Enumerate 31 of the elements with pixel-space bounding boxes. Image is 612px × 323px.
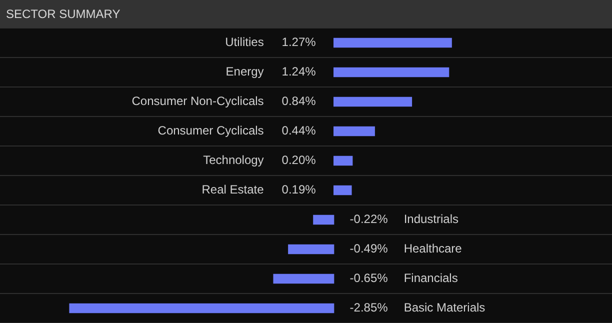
y-tick-label: Technology: [203, 153, 264, 168]
y-tick-label: Energy: [226, 64, 264, 79]
bar: [333, 38, 452, 48]
chart-title: SECTOR SUMMARY: [0, 0, 612, 28]
bar: [333, 126, 375, 136]
y-tick-label: Utilities: [225, 35, 264, 50]
bar: [313, 214, 334, 225]
y-tick-label: Consumer Cyclicals: [158, 124, 264, 138]
bar: [333, 185, 352, 196]
y-tick-label: Consumer Non-Cyclicals: [132, 94, 264, 108]
y-tick-label: Industrials: [404, 212, 459, 226]
data-label: -0.65%: [350, 271, 388, 286]
y-tick-label: Healthcare: [404, 242, 462, 256]
data-label: 1.27%: [282, 35, 316, 50]
bar: [69, 303, 334, 314]
y-tick-label: Basic Materials: [404, 300, 486, 315]
bar: [288, 244, 334, 254]
y-tick-label: Financials: [404, 271, 458, 286]
data-label: -0.22%: [350, 212, 388, 226]
bar: [333, 156, 353, 166]
bar: [273, 274, 334, 284]
data-label: -2.85%: [350, 300, 388, 315]
y-tick-label: Real Estate: [202, 182, 264, 197]
bar: [333, 96, 412, 107]
data-label: 1.24%: [282, 64, 316, 79]
data-label: -0.49%: [350, 242, 388, 256]
data-label: 0.19%: [282, 182, 316, 197]
data-label: 0.20%: [282, 153, 316, 168]
bar: [333, 67, 450, 78]
data-label: 0.84%: [282, 94, 316, 108]
data-label: 0.44%: [282, 124, 316, 138]
